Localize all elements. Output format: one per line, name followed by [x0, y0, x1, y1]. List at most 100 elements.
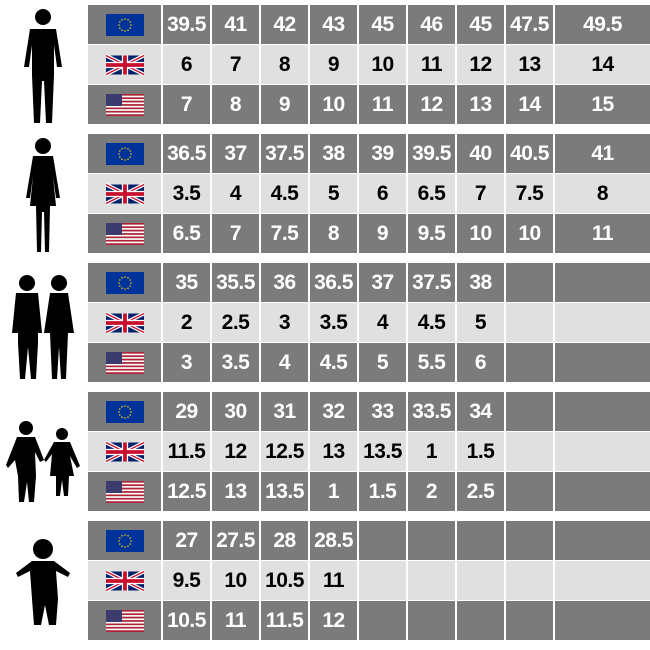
- size-cell: 10: [506, 214, 553, 253]
- size-cell: [506, 472, 553, 511]
- size-cell: [506, 263, 553, 302]
- man-silhouette-icon: [0, 5, 86, 134]
- size-cell: [555, 392, 650, 431]
- size-cell: 32: [310, 392, 357, 431]
- size-cell: 11: [212, 601, 259, 640]
- us-flag-icon: [88, 85, 161, 124]
- size-cell: 37: [212, 134, 259, 173]
- size-cell: 7: [163, 85, 210, 124]
- size-cell: 10: [310, 85, 357, 124]
- size-cell: [408, 601, 455, 640]
- us-flag-icon: [88, 214, 161, 253]
- size-cell: 5.5: [408, 343, 455, 382]
- size-cell: [555, 432, 650, 471]
- size-cell: 1.5: [359, 472, 406, 511]
- size-cell: 6.5: [408, 174, 455, 213]
- size-cell: 45: [457, 5, 504, 44]
- size-cell: 27.5: [212, 521, 259, 560]
- us-flag-icon: [88, 601, 161, 640]
- toddler-silhouette-icon: [0, 521, 86, 650]
- size-cell: [506, 343, 553, 382]
- size-cell: [457, 521, 504, 560]
- size-cell: [408, 521, 455, 560]
- size-group: 29 30 31 32 33 33.5 34 11.5 12 12.5 13 13.5 1 1.5 12.5…: [88, 392, 650, 512]
- size-cell: 9.5: [408, 214, 455, 253]
- size-cell: 11: [359, 85, 406, 124]
- size-cell: 38: [310, 134, 357, 173]
- size-cell: 2.5: [212, 303, 259, 342]
- size-cell: [555, 472, 650, 511]
- us-flag-icon: [88, 343, 161, 382]
- size-cell: 40: [457, 134, 504, 173]
- size-cell: 12: [408, 85, 455, 124]
- size-cell: 13: [506, 45, 553, 84]
- size-cell: 14: [555, 45, 650, 84]
- size-cell: 8: [212, 85, 259, 124]
- size-cell: [359, 601, 406, 640]
- size-cell: 1.5: [457, 432, 504, 471]
- size-cell: 41: [212, 5, 259, 44]
- size-cell: [506, 521, 553, 560]
- size-cell: 13.5: [261, 472, 308, 511]
- size-cell: 9.5: [163, 561, 210, 600]
- size-cell: 36.5: [163, 134, 210, 173]
- size-cell: 12.5: [163, 472, 210, 511]
- eu-flag-icon: [88, 5, 161, 44]
- eu-size-row: 27 27.5 28 28.5: [88, 521, 650, 560]
- eu-flag-icon: [88, 521, 161, 560]
- eu-flag-icon: [88, 392, 161, 431]
- us-size-row: 10.5 11 11.5 12: [88, 601, 650, 640]
- us-flag-icon: [88, 472, 161, 511]
- uk-size-row: 3.5 4 4.5 5 6 6.5 7 7.5 8: [88, 174, 650, 213]
- size-cell: 11: [408, 45, 455, 84]
- size-cell: 40.5: [506, 134, 553, 173]
- size-cell: 14: [506, 85, 553, 124]
- size-cell: 42: [261, 5, 308, 44]
- uk-flag-icon: [88, 174, 161, 213]
- size-cell: [555, 303, 650, 342]
- size-cell: [506, 561, 553, 600]
- size-cell: 37: [359, 263, 406, 302]
- size-cell: 4: [261, 343, 308, 382]
- size-cell: 6: [457, 343, 504, 382]
- size-cell: [555, 343, 650, 382]
- uk-size-row: 11.5 12 12.5 13 13.5 1 1.5: [88, 432, 650, 471]
- eu-size-row: 39.5 41 42 43 45 46 45 47.5 49.5: [88, 5, 650, 44]
- size-cell: 5: [359, 343, 406, 382]
- size-cell: 3: [261, 303, 308, 342]
- size-cell: 11.5: [261, 601, 308, 640]
- size-cell: [555, 601, 650, 640]
- size-cell: 7: [212, 214, 259, 253]
- size-cell: 45: [359, 5, 406, 44]
- size-cell: 30: [212, 392, 259, 431]
- children-silhouette-icon: [0, 392, 86, 521]
- size-cell: 13.5: [359, 432, 406, 471]
- size-cell: 28: [261, 521, 308, 560]
- size-cell: 9: [359, 214, 406, 253]
- size-cell: [506, 392, 553, 431]
- size-cell: 8: [555, 174, 650, 213]
- size-cell: 28.5: [310, 521, 357, 560]
- size-cell: 4.5: [408, 303, 455, 342]
- uk-size-row: 6 7 8 9 10 11 12 13 14: [88, 45, 650, 84]
- size-cell: 10.5: [261, 561, 308, 600]
- size-cell: 12: [457, 45, 504, 84]
- size-cell: 6: [163, 45, 210, 84]
- size-cell: 13: [457, 85, 504, 124]
- size-cell: [408, 561, 455, 600]
- size-cell: 10.5: [163, 601, 210, 640]
- size-cell: [457, 601, 504, 640]
- size-cell: 11.5: [163, 432, 210, 471]
- uk-size-row: 2 2.5 3 3.5 4 4.5 5: [88, 303, 650, 342]
- size-cell: 12: [212, 432, 259, 471]
- size-cell: 33.5: [408, 392, 455, 431]
- size-cell: 31: [261, 392, 308, 431]
- size-cell: [555, 521, 650, 560]
- size-cell: 4.5: [261, 174, 308, 213]
- size-cell: 46: [408, 5, 455, 44]
- size-cell: 39.5: [163, 5, 210, 44]
- size-cell: 10: [359, 45, 406, 84]
- teens-silhouette-icon: [0, 263, 86, 392]
- size-cell: [506, 432, 553, 471]
- size-cell: 7.5: [261, 214, 308, 253]
